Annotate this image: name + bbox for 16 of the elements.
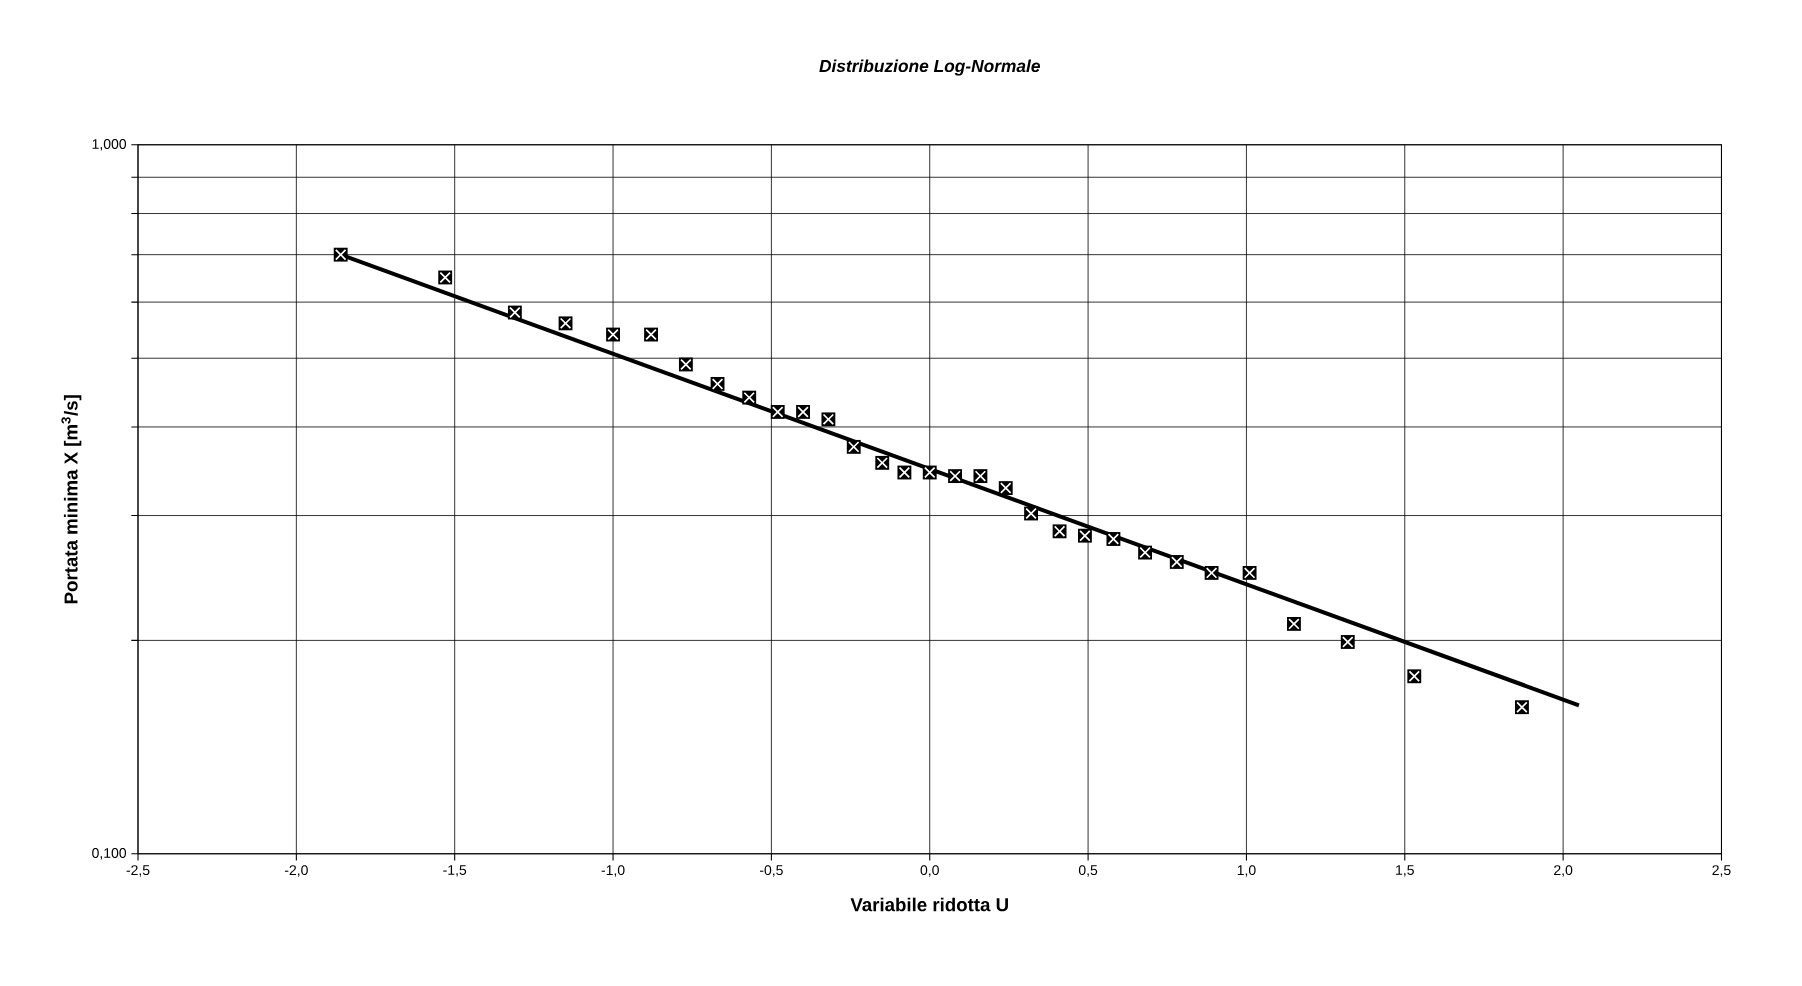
x-tick-label: -2,0 (284, 865, 308, 877)
x-tick-label: -2,5 (126, 865, 150, 877)
y-tick-label: 1,000 (92, 139, 127, 151)
x-tick-label: -0,5 (759, 865, 783, 877)
x-tick-label: 2,0 (1554, 865, 1573, 877)
x-tick-label: 0,5 (1078, 865, 1098, 877)
chart-title: Distribuzione Log-Normale (819, 59, 1040, 76)
y-tick-label: 0,100 (92, 848, 127, 860)
x-tick-label: 2,5 (1712, 865, 1731, 877)
x-axis-title: Variabile ridotta U (850, 897, 1008, 912)
y-axis-title: Portata minima X [m$^{3}$/s] (61, 395, 82, 604)
x-tick-label: -1,5 (443, 865, 467, 877)
x-tick-label: -1,0 (601, 865, 625, 877)
x-tick-label: 1,5 (1396, 865, 1414, 877)
x-tick-label: 1,0 (1237, 865, 1256, 877)
x-tick-label: 0,0 (920, 865, 939, 877)
